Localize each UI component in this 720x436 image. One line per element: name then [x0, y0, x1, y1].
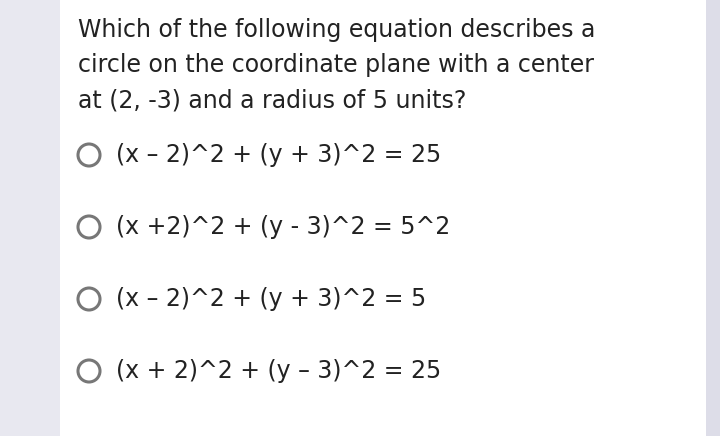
Text: (x – 2)^2 + (y + 3)^2 = 5: (x – 2)^2 + (y + 3)^2 = 5: [116, 287, 426, 311]
Text: (x +2)^2 + (y - 3)^2 = 5^2: (x +2)^2 + (y - 3)^2 = 5^2: [116, 215, 450, 239]
Text: Which of the following equation describes a
circle on the coordinate plane with : Which of the following equation describe…: [78, 18, 595, 113]
Bar: [0, 0, 60, 436]
Text: (x + 2)^2 + (y – 3)^2 = 25: (x + 2)^2 + (y – 3)^2 = 25: [116, 359, 441, 383]
Bar: [706, 0, 720, 436]
Text: (x – 2)^2 + (y + 3)^2 = 25: (x – 2)^2 + (y + 3)^2 = 25: [116, 143, 441, 167]
